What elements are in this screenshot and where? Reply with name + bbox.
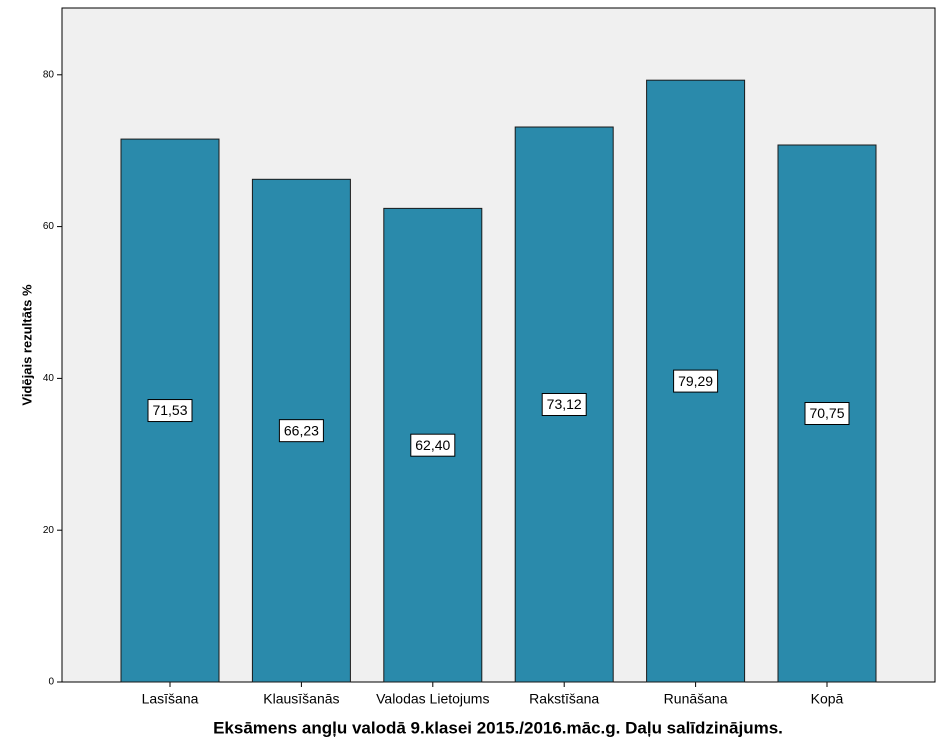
value-label-box: [804, 402, 850, 426]
value-label-box: [410, 433, 456, 457]
value-label: 71,53: [152, 402, 187, 418]
x-tick-label: Lasīšana: [142, 691, 199, 707]
x-tick-label: Klausīšanās: [263, 691, 339, 707]
value-label-box: [541, 393, 587, 417]
x-tick-label: Valodas Lietojums: [376, 691, 489, 707]
y-axis-label: Vidējais rezultāts %: [19, 284, 34, 406]
x-tick-label: Kopā: [811, 691, 844, 707]
y-tick-label: 80: [43, 69, 55, 80]
value-label-box: [673, 369, 719, 393]
x-tick-label: Runāšana: [664, 691, 728, 707]
y-tick-label: 40: [43, 373, 55, 384]
value-label: 73,12: [547, 396, 582, 412]
x-tick-label: Rakstīšana: [529, 691, 599, 707]
value-label: 70,75: [809, 405, 844, 421]
y-tick-label: 0: [48, 677, 54, 688]
chart-title: Eksāmens angļu valodā 9.klasei 2015./201…: [213, 718, 783, 737]
value-label: 66,23: [284, 422, 319, 438]
value-label: 62,40: [415, 437, 450, 453]
y-tick-label: 60: [43, 221, 55, 232]
value-label: 79,29: [678, 373, 713, 389]
y-tick-label: 20: [43, 525, 55, 536]
value-label-box: [278, 419, 324, 443]
value-label-box: [147, 399, 193, 423]
